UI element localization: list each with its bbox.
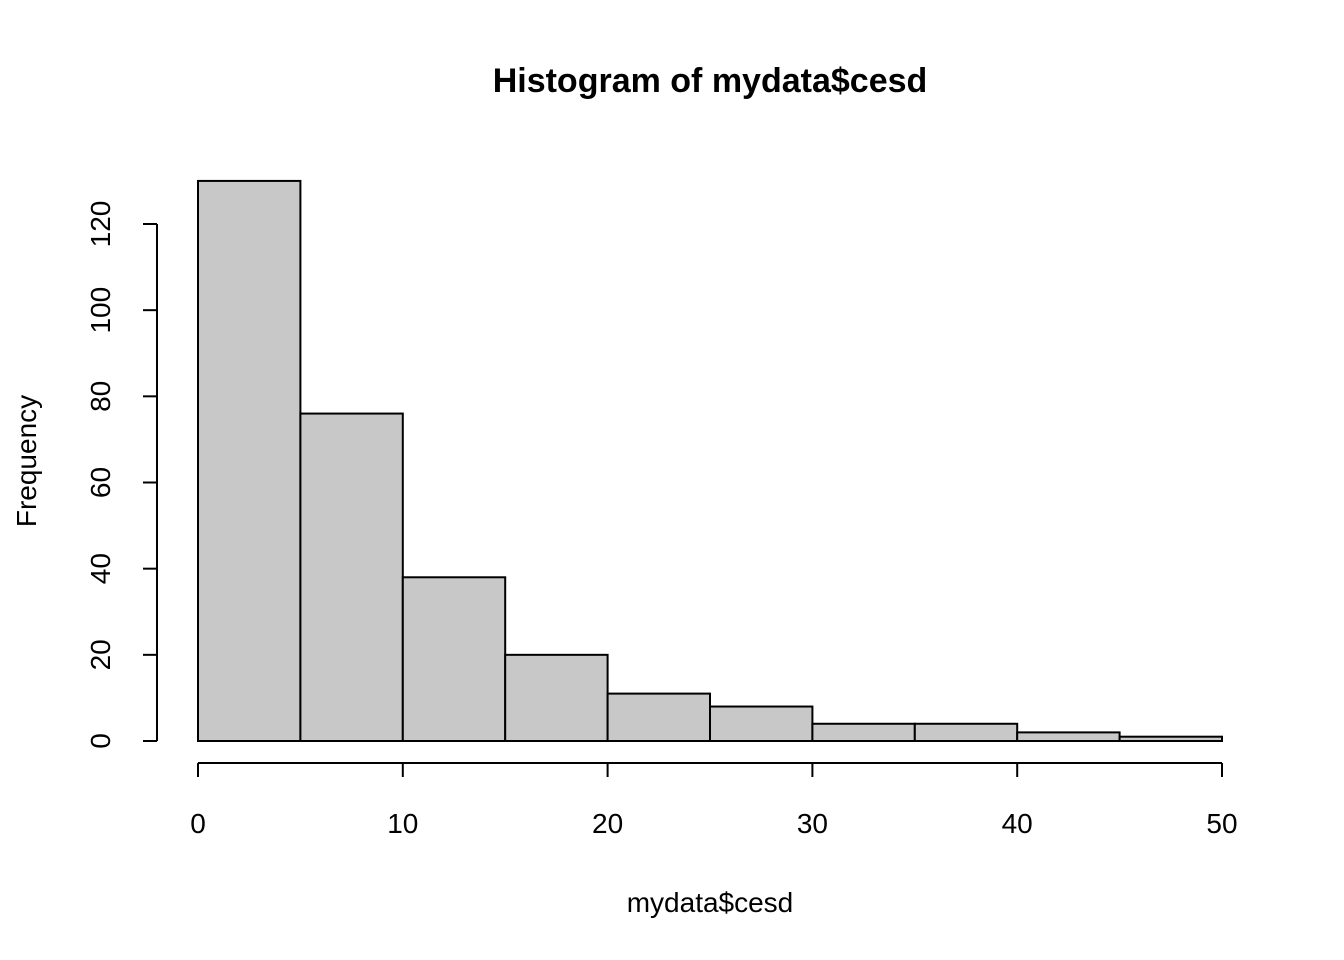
histogram-bar-0 [197, 179, 302, 742]
y-axis: 0 20 40 60 80 100 120 [85, 201, 158, 749]
x-tick-label-50: 50 [1206, 808, 1237, 839]
histogram-bar-4 [606, 692, 711, 743]
histogram-bar-9 [1118, 735, 1223, 742]
x-tick-label-30: 30 [797, 808, 828, 839]
histogram-bar-7 [913, 722, 1019, 742]
histogram-bar-3 [504, 653, 609, 742]
y-tick-label-120: 120 [85, 201, 116, 248]
bars-group [197, 179, 1223, 743]
histogram-bar-2 [401, 576, 507, 742]
histogram-bar-5 [709, 705, 814, 742]
y-axis-label: Frequency [11, 395, 42, 527]
histogram-bar-6 [811, 722, 916, 742]
histogram-bar-1 [299, 412, 404, 742]
y-tick-label-0: 0 [85, 733, 116, 749]
histogram-bar-8 [1016, 731, 1121, 743]
x-tick-label-40: 40 [1002, 808, 1033, 839]
y-tick-label-60: 60 [85, 467, 116, 498]
y-tick-label-40: 40 [85, 553, 116, 584]
x-tick-label-0: 0 [190, 808, 206, 839]
y-tick-label-80: 80 [85, 381, 116, 412]
x-axis-label: mydata$cesd [627, 887, 794, 918]
y-tick-label-100: 100 [85, 287, 116, 334]
chart-title: Histogram of mydata$cesd [493, 62, 928, 100]
y-tick-label-20: 20 [85, 639, 116, 670]
x-axis: 0 10 20 30 40 50 [190, 762, 1238, 839]
x-tick-label-10: 10 [387, 808, 418, 839]
x-tick-label-20: 20 [592, 808, 623, 839]
